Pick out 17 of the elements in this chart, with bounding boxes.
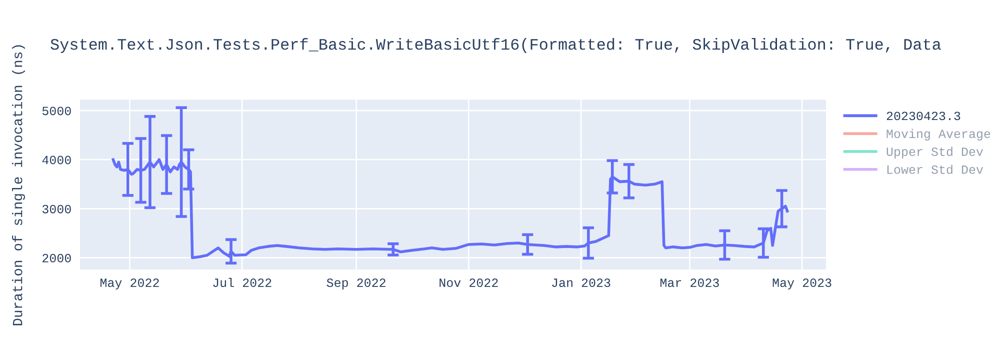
legend-label: 20230423.3 [886, 112, 960, 120]
y-tick-label: 5000 [42, 106, 71, 116]
y-tick-label: 4000 [42, 156, 71, 164]
x-tick-label: May 2022 [100, 278, 159, 290]
x-tick-label: Jan 2023 [552, 278, 610, 288]
legend-label: Upper Std Dev [886, 146, 984, 158]
y-tick-label: 3000 [42, 204, 71, 214]
y-axis-title: Duration of single invocation (ns) [12, 45, 25, 326]
x-tick-label: Nov 2022 [440, 278, 498, 288]
x-tick-label: Jul 2022 [213, 278, 272, 288]
legend-label: Lower Std Dev [887, 164, 984, 174]
y-tick-label: 2000 [42, 254, 71, 262]
chart-title: System.Text.Json.Tests.Perf_Basic.WriteBasicUtf16(Formatted: True, SkipValidation: True, Data [50, 38, 941, 53]
x-tick-label: Mar 2023 [660, 278, 719, 288]
x-tick-label: May 2023 [772, 278, 832, 290]
legend-label: Moving Average [886, 128, 990, 141]
x-tick-label: Sep 2022 [326, 278, 386, 290]
